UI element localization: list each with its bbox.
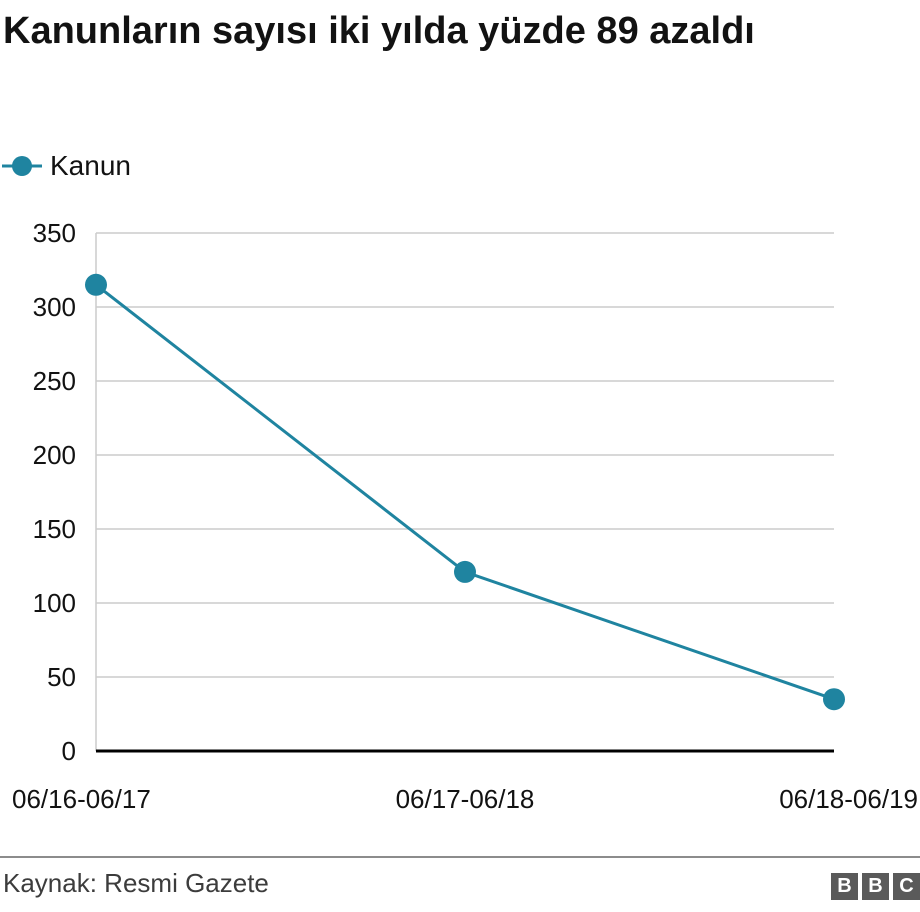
line-chart: 0 50 100 150 200 250 300 350 06/16-06/17 06/17-06… [12, 218, 918, 814]
x-tick-label: 06/16-06/17 [12, 784, 151, 814]
source-text: Kaynak: Resmi Gazete [3, 868, 269, 898]
logo-letter: B [862, 873, 889, 900]
legend-label: Kanun [50, 150, 131, 181]
y-tick-label: 250 [33, 366, 76, 396]
y-tick-label: 350 [33, 218, 76, 248]
legend: Kanun [0, 146, 131, 186]
x-tick-label: 06/17-06/18 [396, 784, 535, 814]
legend-line-marker-icon [2, 156, 42, 176]
y-tick-label: 200 [33, 440, 76, 470]
data-point [454, 560, 476, 583]
logo-letter: B [831, 873, 858, 900]
series-line [95, 283, 835, 701]
bbc-logo: B B C [831, 873, 920, 900]
data-point [823, 688, 845, 711]
y-tick-label: 0 [62, 736, 76, 766]
y-tick-label: 150 [33, 514, 76, 544]
footer-divider [0, 856, 920, 858]
y-tick-label: 300 [33, 292, 76, 322]
y-tick-label: 100 [33, 588, 76, 618]
y-tick-label: 50 [47, 662, 76, 692]
logo-letter: C [893, 873, 920, 900]
data-point [85, 273, 107, 296]
chart-title: Kanunların sayısı iki yılda yüzde 89 aza… [3, 10, 755, 52]
x-tick-label: 06/18-06/19 [779, 784, 918, 814]
